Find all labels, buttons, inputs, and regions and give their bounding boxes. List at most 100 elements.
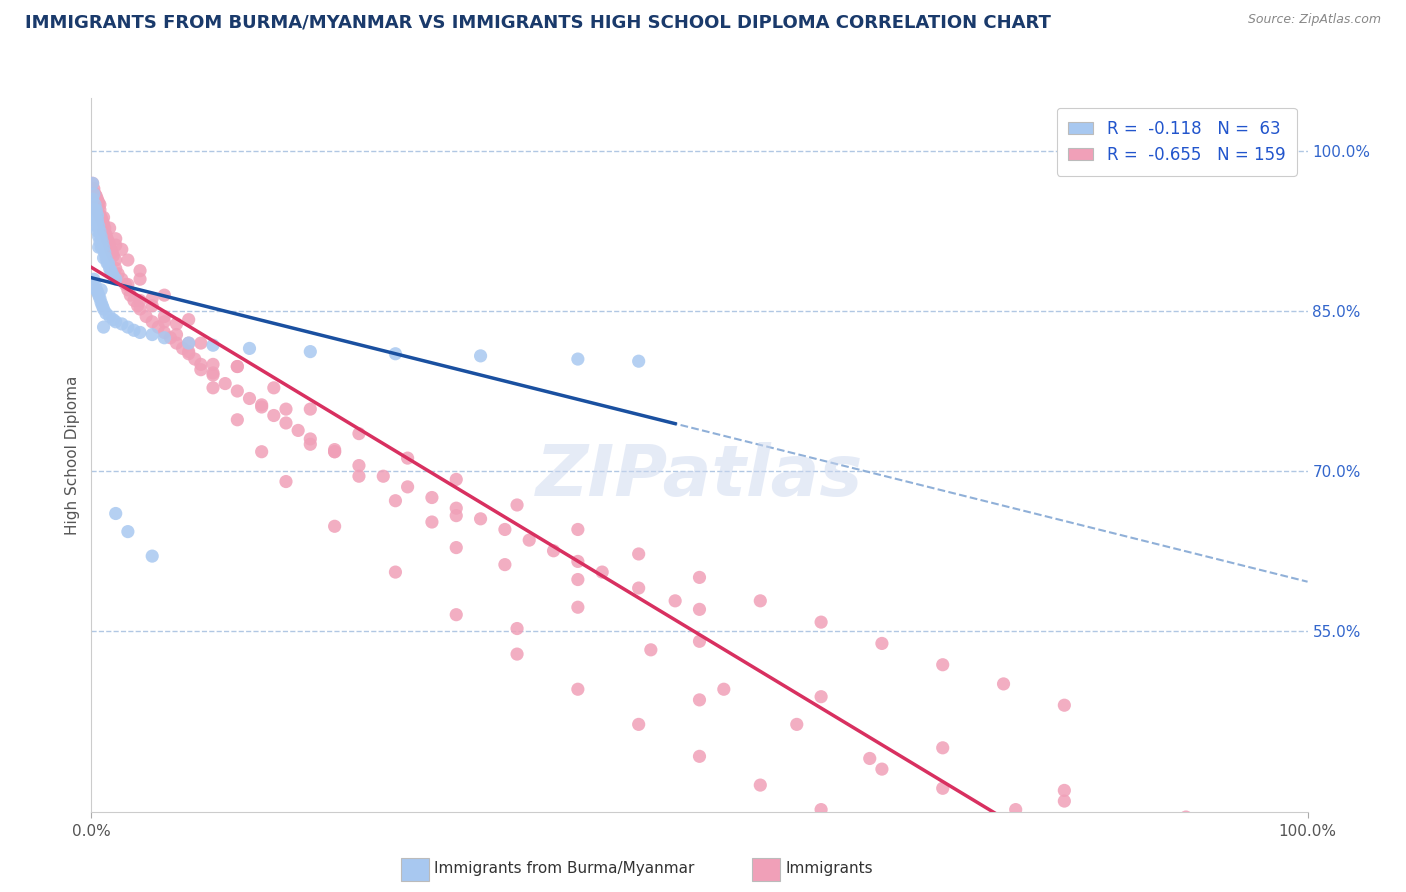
Point [1053, 794, 1076, 808]
Point [250, 444, 273, 458]
Y-axis label: High School Diploma: High School Diploma [65, 376, 80, 534]
Text: IMMIGRANTS FROM BURMA/MYANMAR VS IMMIGRANTS HIGH SCHOOL DIPLOMA CORRELATION CHAR: IMMIGRANTS FROM BURMA/MYANMAR VS IMMIGRA… [25, 13, 1052, 31]
Point [83, 272, 105, 286]
Point [104, 232, 127, 246]
Point [299, 437, 322, 451]
Point [1004, 803, 1026, 817]
Point [153, 326, 176, 340]
Point [202, 358, 225, 372]
Point [688, 634, 710, 648]
Point [111, 272, 134, 286]
Point [94, 227, 117, 242]
Point [90, 211, 112, 225]
Point [87, 240, 110, 254]
Point [97, 256, 120, 270]
Point [153, 331, 176, 345]
Point [94, 245, 117, 260]
Point [129, 263, 152, 277]
Point [810, 615, 832, 629]
Point [420, 491, 443, 505]
Point [177, 312, 200, 326]
Point [166, 336, 188, 351]
Point [129, 301, 152, 316]
Point [506, 622, 529, 636]
Point [93, 211, 115, 225]
Point [141, 299, 163, 313]
Point [238, 392, 260, 406]
Point [226, 384, 249, 398]
Text: Source: ZipAtlas.com: Source: ZipAtlas.com [1247, 13, 1381, 27]
Point [226, 413, 249, 427]
Point [84, 277, 107, 292]
Point [299, 432, 322, 446]
Point [93, 251, 115, 265]
Point [274, 416, 297, 430]
Point [103, 268, 125, 283]
Point [749, 594, 772, 608]
Point [627, 581, 650, 595]
Point [93, 240, 115, 254]
Point [104, 252, 127, 267]
Point [89, 224, 111, 238]
Point [82, 186, 104, 201]
Point [87, 219, 110, 233]
Point [263, 381, 285, 395]
Point [444, 508, 467, 523]
Point [141, 315, 163, 329]
Point [664, 594, 686, 608]
Point [90, 295, 112, 310]
Point [250, 398, 273, 412]
Point [931, 781, 953, 796]
Point [89, 197, 111, 211]
Point [263, 409, 285, 423]
Point [89, 235, 111, 249]
Point [444, 607, 467, 622]
Point [84, 208, 107, 222]
Point [749, 778, 772, 792]
Point [103, 312, 125, 326]
Point [1053, 783, 1076, 797]
Point [567, 352, 589, 367]
Point [104, 238, 127, 252]
Point [100, 263, 122, 277]
Point [87, 229, 110, 244]
Point [122, 323, 145, 337]
Point [323, 444, 346, 458]
Point [931, 740, 953, 755]
Point [202, 366, 225, 380]
Point [870, 636, 893, 650]
Point [100, 243, 122, 257]
Point [82, 177, 104, 191]
Point [98, 238, 121, 252]
Point [86, 285, 108, 299]
Point [323, 519, 346, 533]
Point [567, 682, 589, 697]
Point [287, 424, 309, 438]
Point [101, 245, 124, 260]
Point [84, 189, 107, 203]
Point [1175, 814, 1198, 828]
Point [993, 677, 1015, 691]
Text: Immigrants from Burma/Myanmar: Immigrants from Burma/Myanmar [434, 862, 695, 876]
Point [226, 359, 249, 374]
Point [688, 602, 710, 616]
Point [444, 501, 467, 516]
Point [567, 573, 589, 587]
Point [1150, 828, 1173, 842]
Point [420, 515, 443, 529]
Point [111, 243, 134, 257]
Point [347, 426, 370, 441]
Point [1175, 810, 1198, 824]
Point [83, 202, 105, 217]
Point [94, 221, 117, 235]
Point [89, 202, 111, 217]
Point [870, 823, 893, 838]
Point [104, 507, 127, 521]
Point [86, 208, 108, 222]
Point [86, 195, 108, 210]
Point [931, 842, 953, 856]
Point [84, 213, 107, 227]
Point [82, 177, 104, 191]
Point [84, 189, 107, 203]
Point [93, 301, 115, 316]
